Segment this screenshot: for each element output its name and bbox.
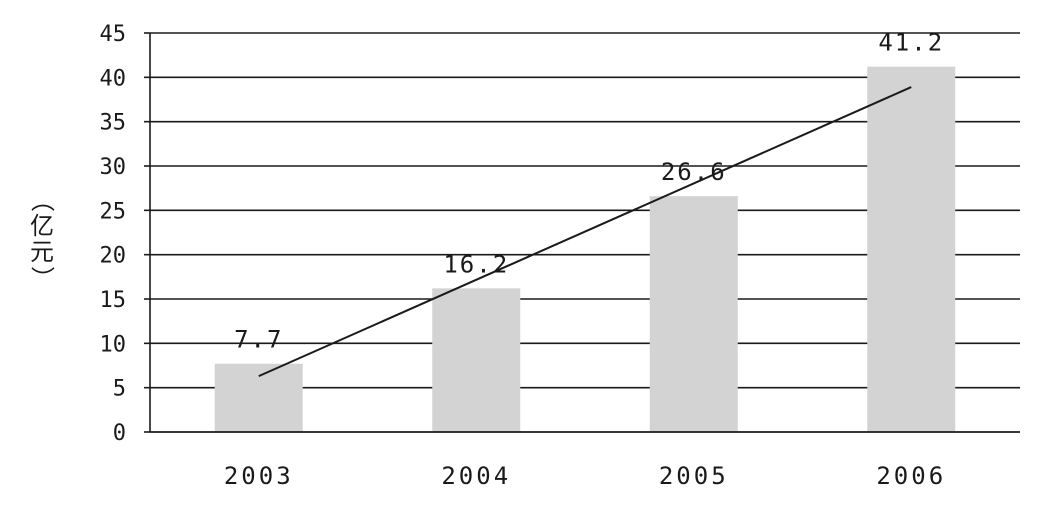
y-axis-label-char: 亿 [30, 212, 54, 240]
x-tick-label: 2005 [659, 462, 729, 490]
bar-2003 [214, 363, 303, 432]
data-label: 41.2 [878, 29, 944, 57]
x-tick-label: 2006 [876, 462, 946, 490]
data-labels: 7.7 16.2 26.6 41.2 [234, 29, 944, 354]
y-tick-label: 10 [100, 332, 127, 357]
y-tick-label: 25 [100, 199, 127, 224]
x-tick-label: 2004 [441, 462, 511, 490]
y-axis-label-char: （ [28, 188, 56, 212]
axes [149, 33, 1020, 433]
bar-2004 [432, 288, 521, 432]
x-tick-labels: 2003 2004 2005 2006 [224, 462, 946, 490]
trendline-group [258, 86, 912, 378]
y-tick-label: 5 [113, 377, 126, 402]
y-tick-label: 30 [100, 155, 127, 180]
y-tick-label: 40 [100, 66, 127, 91]
y-axis-label-char: ） [28, 266, 56, 290]
y-axis-label: （亿元） [28, 188, 56, 290]
y-tick-label: 15 [100, 288, 127, 313]
data-label: 26.6 [661, 158, 727, 186]
bar-2005 [649, 196, 738, 432]
trendline [258, 86, 912, 378]
data-label: 16.2 [443, 250, 509, 278]
bars [214, 66, 956, 433]
y-tick-label: 45 [100, 22, 127, 47]
x-tick-label: 2003 [224, 462, 294, 490]
y-axis-label-char: 元 [30, 238, 54, 266]
y-tick-label: 35 [100, 111, 127, 136]
data-label: 7.7 [234, 326, 283, 354]
y-tick-label: 20 [100, 244, 127, 269]
y-tick-label: 0 [113, 421, 126, 446]
bar-2006 [867, 66, 956, 433]
y-tick-labels: 0 5 10 15 20 25 30 35 40 45 [100, 22, 127, 446]
